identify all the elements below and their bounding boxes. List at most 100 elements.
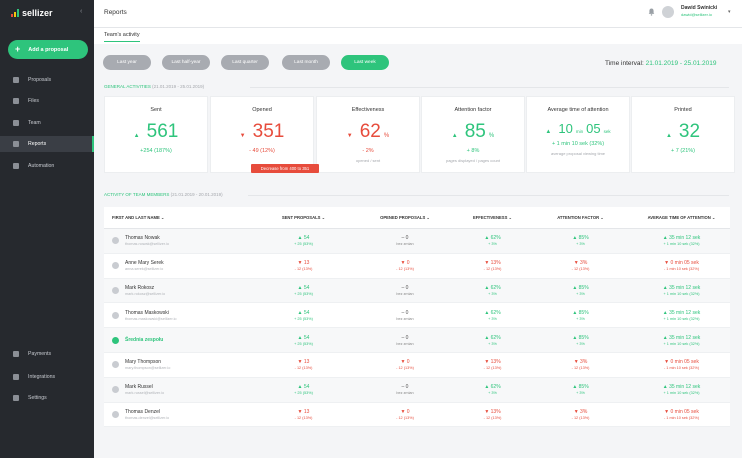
- metric-change: - 1 min 10 sek (32%): [663, 415, 700, 420]
- metric-value: ▲ 85%: [572, 235, 589, 242]
- metric-cell: ▲ 62% + 3%: [457, 285, 528, 296]
- metric-value: – 0: [401, 309, 409, 316]
- tab-teams-activity[interactable]: Team's activity: [104, 32, 140, 42]
- metric-value: ▼ 0 min 05 sek: [664, 408, 699, 415]
- collapse-sidebar-icon[interactable]: ‹: [80, 8, 83, 15]
- user-email: dawid@sellizer.io: [681, 12, 712, 17]
- metric-change: bez zmian: [396, 316, 414, 321]
- user-icon: [112, 262, 119, 270]
- metric-cell: ▲ 85% + 3%: [528, 235, 633, 246]
- sidebar-item-label: Payments: [28, 351, 52, 357]
- stat-card-value: ▼ 351: [211, 121, 313, 143]
- metric-change: - 12 (13%): [294, 267, 313, 272]
- sidebar-item-settings[interactable]: Settings: [0, 390, 94, 406]
- table-row[interactable]: Średnia zespołu ▲ 54 + 25 (53%) – 0 bez zmia…: [104, 328, 730, 353]
- table-row[interactable]: Mark Rokosz mark.rokosz@sellizer.io ▲ 54 + …: [104, 278, 730, 304]
- table-row[interactable]: Thomas Denzel thomas.denzel@sellizer.io ▼ …: [104, 403, 730, 428]
- metric-cell: ▼ 13% - 12 (13%): [457, 409, 528, 420]
- range-button-last-week[interactable]: Last week: [341, 55, 389, 70]
- sidebar-item-label: Reports: [28, 141, 47, 147]
- metric-change: + 3%: [488, 341, 497, 346]
- table-row[interactable]: Thomas Maskowski thomas.maskowski@sellize…: [104, 303, 730, 329]
- metric-value: – 0: [401, 334, 409, 341]
- member-name: Thomas Maskowski: [125, 309, 169, 316]
- metric-cell: ▼ 0- 12 (13%): [353, 409, 457, 420]
- table-row[interactable]: Mark Russel mark.russel@sellizer.io ▲ 54 + …: [104, 377, 730, 403]
- sidebar-item-payments[interactable]: Payments: [0, 346, 94, 362]
- user-icon: [112, 386, 119, 394]
- automation-icon: [13, 163, 19, 169]
- metric-cell: ▲ 85% + 3%: [528, 310, 633, 321]
- range-button-last-month[interactable]: Last month: [282, 55, 330, 70]
- metric-change: + 1 min 10 sek (32%): [663, 391, 700, 396]
- range-button-last-quarter[interactable]: Last quarter: [221, 55, 269, 70]
- column-header[interactable]: ATTENTION FACTOR ⌄: [557, 215, 604, 220]
- metric-change: + 25 (53%): [294, 291, 313, 296]
- metric-cell: ▲ 85% + 3%: [528, 384, 633, 395]
- metric-cell: ▼ 3% - 12 (13%): [528, 359, 633, 370]
- table-row[interactable]: Mary Thompson mary.thompson@sellizer.io ▼ …: [104, 353, 730, 378]
- column-header[interactable]: AVERAGE TIME OF ATTENTION ⌄: [647, 215, 716, 220]
- metric-change: - 1 min 10 sek (32%): [663, 366, 700, 371]
- metric-cell: ▼ 0- 12 (13%): [353, 260, 457, 271]
- bell-icon[interactable]: [648, 8, 655, 16]
- column-header[interactable]: FIRST AND LAST NAME ⌄: [112, 215, 165, 220]
- member-cell: Anne Mary Serek anna.serek@sellizer.io: [104, 260, 254, 271]
- range-button-last-half-year[interactable]: Last half-year: [162, 55, 210, 70]
- metric-value: ▼ 3%: [573, 359, 588, 366]
- stat-card-attention-factor: Attention factor ▲ 85% + 8% pages displayed …: [421, 96, 525, 173]
- time-interval-label: Time interval:: [605, 60, 644, 67]
- metric-change: + 1 min 10 sek (32%): [663, 341, 700, 346]
- metric-change: + 3%: [576, 341, 585, 346]
- sidebar-item-label: Automation: [28, 163, 55, 169]
- team-activity-date: (21.01.2019 - 20.01.2019): [170, 192, 223, 197]
- sidebar-item-files[interactable]: Files: [0, 93, 94, 109]
- sidebar-item-proposals[interactable]: Proposals: [0, 72, 94, 88]
- sidebar-item-reports[interactable]: Reports: [0, 136, 94, 152]
- column-header[interactable]: SENT PROPOSALS ⌄: [281, 215, 326, 220]
- metric-value: ▼ 13: [297, 260, 310, 267]
- general-activities-title: GENERAL ACTIVITIES: [104, 84, 151, 89]
- table-row[interactable]: Anne Mary Serek anna.serek@sellizer.io ▼ 1…: [104, 254, 730, 279]
- user-name[interactable]: Dawid Swinicki: [681, 5, 718, 11]
- metric-cell: ▼ 13% - 12 (13%): [457, 359, 528, 370]
- stat-value-seconds: 05: [586, 121, 601, 136]
- metric-cell: ▲ 35 min 12 sek + 1 min 10 sek (32%): [633, 285, 730, 296]
- metric-value: ▼ 13%: [484, 359, 501, 366]
- metric-cell: – 0 bez zmian: [353, 285, 457, 296]
- sidebar-item-automation[interactable]: Automation: [0, 158, 94, 174]
- stat-card-title: Average time of attention: [547, 107, 609, 113]
- column-header[interactable]: EFFECTIVENESS ⌄: [472, 215, 513, 220]
- table-row[interactable]: Thomas Nowak thomas.nowak@sellizer.io ▲ 54…: [104, 229, 730, 254]
- user-icon: [112, 237, 119, 245]
- team-icon: [13, 120, 19, 126]
- member-email: thomas.maskowski@sellizer.io: [125, 316, 177, 321]
- member-name: Średnia zespołu: [125, 337, 164, 344]
- member-name: Thomas Denzel: [125, 408, 161, 415]
- metric-change: - 12 (13%): [294, 415, 313, 420]
- metric-cell: – 0 bez zmian: [353, 384, 457, 395]
- metric-cell: ▲ 85% + 3%: [528, 285, 633, 296]
- stat-card-delta: + 8%: [466, 148, 480, 154]
- range-button-last-year[interactable]: Last year: [103, 55, 151, 70]
- metric-cell: ▼ 13- 12 (13%): [254, 359, 353, 370]
- metric-change: + 3%: [576, 391, 585, 396]
- add-proposal-button[interactable]: + Add a proposal: [8, 40, 88, 59]
- chevron-down-icon[interactable]: ▾: [728, 9, 731, 15]
- general-activities-heading: GENERAL ACTIVITIES (21.01.2019 - 25.01.2…: [104, 84, 204, 89]
- logo[interactable]: sellizer: [11, 8, 53, 18]
- avatar[interactable]: [662, 6, 674, 18]
- arrow-up-icon: ▲: [133, 133, 140, 139]
- sidebar-item-team[interactable]: Team: [0, 115, 94, 131]
- sidebar-item-integrations[interactable]: Integrations: [0, 369, 94, 385]
- metric-value: ▼ 13%: [484, 408, 501, 415]
- metric-change: - 12 (13%): [396, 267, 414, 272]
- metric-cell: ▼ 13% - 12 (13%): [457, 260, 528, 271]
- column-header[interactable]: OPENED PROPOSALS ⌄: [380, 215, 430, 220]
- stat-card-delta: +254 (187%): [140, 148, 172, 154]
- stat-card-title: Printed: [674, 107, 692, 113]
- metric-change: - 12 (13%): [483, 366, 502, 371]
- member-email: thomas.denzel@sellizer.io: [125, 415, 170, 420]
- metric-cell: ▲ 35 min 12 sek + 1 min 10 sek (32%): [633, 335, 730, 346]
- metric-change: - 12 (13%): [483, 415, 502, 420]
